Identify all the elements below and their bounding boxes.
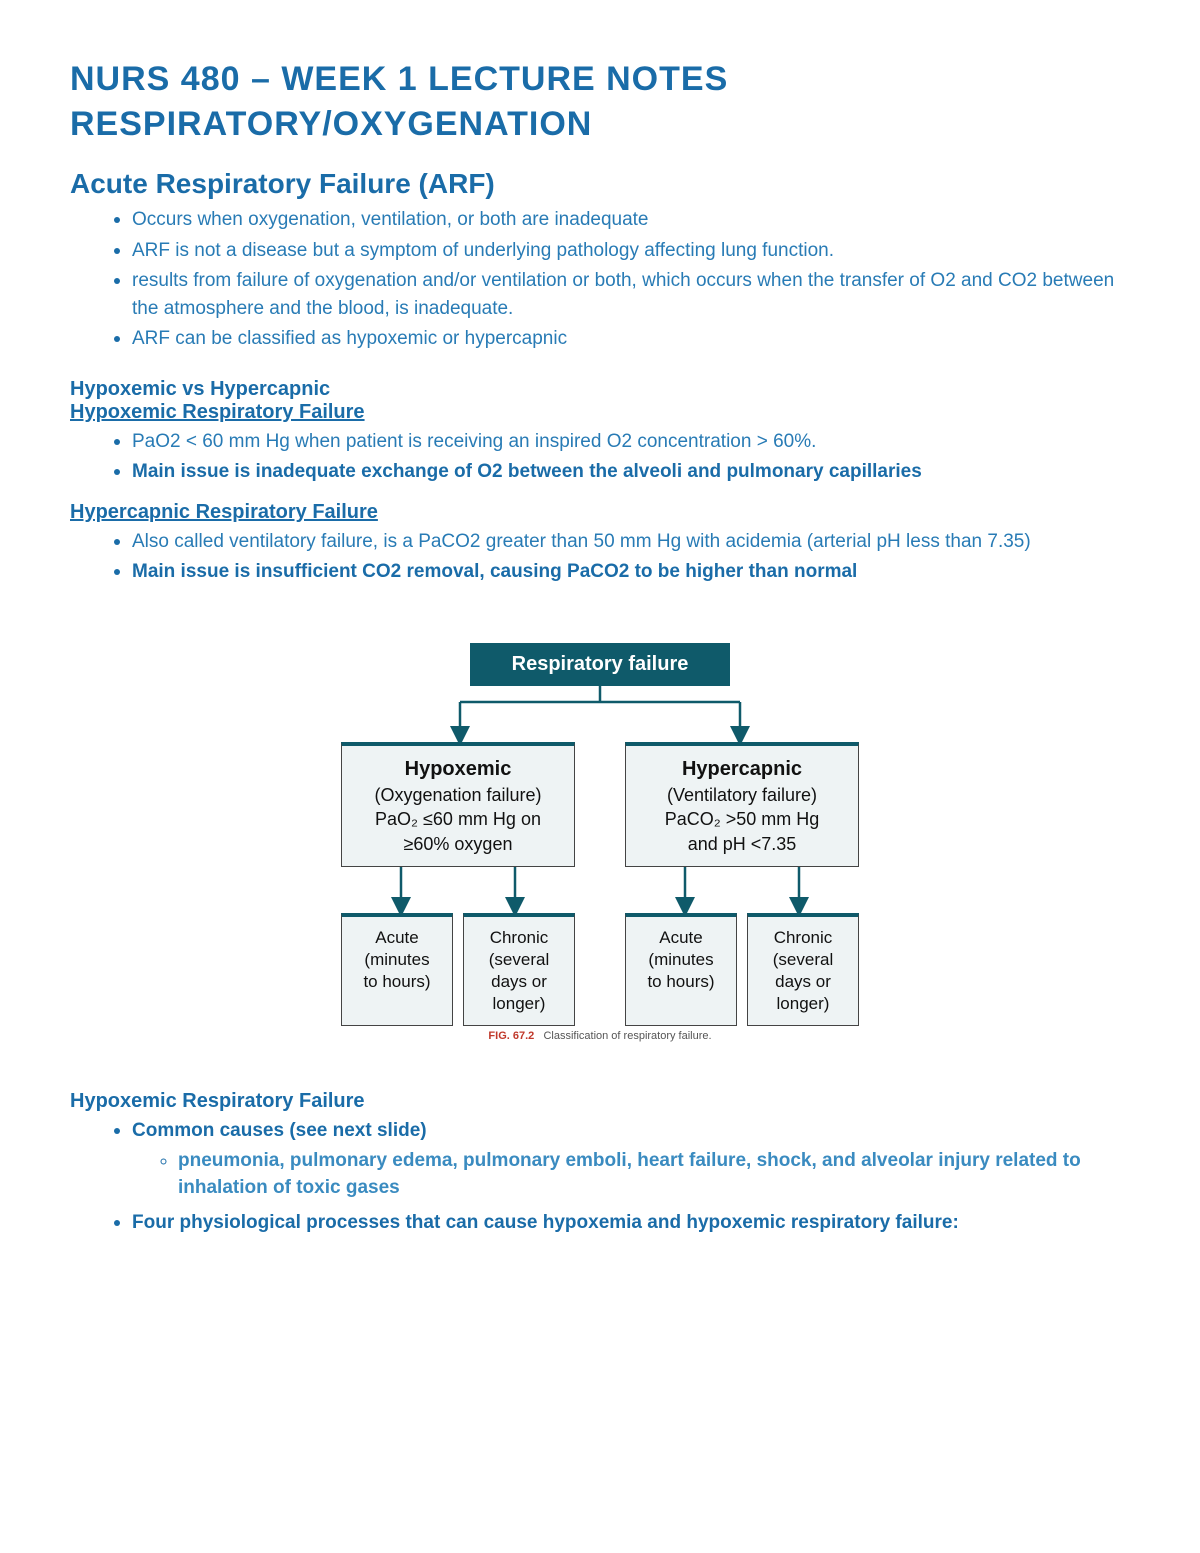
flowchart-col-hypercapnic: Hypercapnic (Ventilatory failure) PaCO₂ … bbox=[625, 742, 859, 1026]
leaf-line: days or bbox=[468, 971, 570, 993]
section-hypox-vs-hyper-heading: Hypoxemic vs Hypercapnic bbox=[70, 378, 1130, 401]
section-hypoxemic-heading: Hypoxemic Respiratory Failure bbox=[70, 1090, 1130, 1113]
figure-number: FIG. 67.2 bbox=[488, 1030, 534, 1042]
flowchart-mid-row: Hypoxemic (Oxygenation failure) PaO₂ ≤60… bbox=[290, 742, 910, 1026]
hypercapnic-subheading: Hypercapnic Respiratory Failure bbox=[70, 501, 1130, 524]
flowchart-root: Respiratory failure bbox=[470, 643, 730, 686]
list-item-text: Common causes (see next slide) bbox=[132, 1120, 427, 1141]
figure-caption-text: Classification of respiratory failure. bbox=[543, 1030, 711, 1042]
page-title-line2: RESPIRATORY/OXYGENATION bbox=[70, 105, 1130, 144]
leaf-line: to hours) bbox=[630, 971, 732, 993]
list-item: ARF can be classified as hypoxemic or hy… bbox=[132, 323, 1130, 354]
arf-list: Occurs when oxygenation, ventilation, or… bbox=[70, 204, 1130, 354]
flowchart-leaf-acute: Acute (minutes to hours) bbox=[341, 913, 453, 1026]
box-line: (Ventilatory failure) bbox=[632, 783, 852, 807]
leaf-line: (several bbox=[468, 949, 570, 971]
connector-mid-to-leaf bbox=[625, 867, 859, 913]
figure-caption: FIG. 67.2 Classification of respiratory … bbox=[290, 1030, 910, 1042]
box-title: Hypercapnic bbox=[632, 756, 852, 783]
respiratory-failure-flowchart: Respiratory failure Hypoxemic (Oxygenati… bbox=[290, 643, 910, 1042]
list-item: Main issue is insufficient CO2 removal, … bbox=[132, 556, 1130, 587]
box-line: PaO₂ ≤60 mm Hg on bbox=[348, 807, 568, 831]
leaf-line: Chronic bbox=[468, 927, 570, 949]
leaf-line: Acute bbox=[630, 927, 732, 949]
flowchart-box-hypercapnic: Hypercapnic (Ventilatory failure) PaCO₂ … bbox=[625, 742, 859, 867]
box-title: Hypoxemic bbox=[348, 756, 568, 783]
leaf-line: to hours) bbox=[346, 971, 448, 993]
flowchart-leaf-chronic: Chronic (several days or longer) bbox=[463, 913, 575, 1026]
hypercapnic-list: Also called ventilatory failure, is a Pa… bbox=[70, 526, 1130, 587]
hypoxemic-detail-list: Common causes (see next slide) pneumonia… bbox=[70, 1115, 1130, 1237]
box-line: ≥60% oxygen bbox=[348, 832, 568, 856]
connector-mid-to-leaf bbox=[341, 867, 575, 913]
connector-root-to-mid bbox=[340, 686, 860, 742]
list-item: Main issue is inadequate exchange of O2 … bbox=[132, 456, 1130, 487]
flowchart-leaf-acute: Acute (minutes to hours) bbox=[625, 913, 737, 1026]
flowchart-leaf-row: Acute (minutes to hours) Chronic (severa… bbox=[341, 913, 575, 1026]
box-line: (Oxygenation failure) bbox=[348, 783, 568, 807]
leaf-line: Chronic bbox=[752, 927, 854, 949]
list-item: Also called ventilatory failure, is a Pa… bbox=[132, 526, 1130, 557]
box-line: and pH <7.35 bbox=[632, 832, 852, 856]
leaf-line: longer) bbox=[752, 993, 854, 1015]
list-item: PaO2 < 60 mm Hg when patient is receivin… bbox=[132, 426, 1130, 457]
list-item: results from failure of oxygenation and/… bbox=[132, 265, 1130, 323]
page-title-line1: NURS 480 – WEEK 1 LECTURE NOTES bbox=[70, 60, 1130, 99]
leaf-line: days or bbox=[752, 971, 854, 993]
leaf-line: (minutes bbox=[630, 949, 732, 971]
sub-list-item: pneumonia, pulmonary edema, pulmonary em… bbox=[178, 1147, 1130, 1202]
list-item: Common causes (see next slide) pneumonia… bbox=[132, 1115, 1130, 1207]
leaf-line: Acute bbox=[346, 927, 448, 949]
hypoxemic-subheading: Hypoxemic Respiratory Failure bbox=[70, 401, 1130, 424]
flowchart-leaf-row: Acute (minutes to hours) Chronic (severa… bbox=[625, 913, 859, 1026]
document-page: NURS 480 – WEEK 1 LECTURE NOTES RESPIRAT… bbox=[0, 0, 1200, 1553]
flowchart-leaf-chronic: Chronic (several days or longer) bbox=[747, 913, 859, 1026]
leaf-line: (several bbox=[752, 949, 854, 971]
list-item: Four physiological processes that can ca… bbox=[132, 1207, 1130, 1238]
leaf-line: (minutes bbox=[346, 949, 448, 971]
list-item: ARF is not a disease but a symptom of un… bbox=[132, 235, 1130, 266]
sub-list: pneumonia, pulmonary edema, pulmonary em… bbox=[132, 1147, 1130, 1202]
box-line: PaCO₂ >50 mm Hg bbox=[632, 807, 852, 831]
section-arf-heading: Acute Respiratory Failure (ARF) bbox=[70, 168, 1130, 200]
flowchart-col-hypoxemic: Hypoxemic (Oxygenation failure) PaO₂ ≤60… bbox=[341, 742, 575, 1026]
leaf-line: longer) bbox=[468, 993, 570, 1015]
hypoxemic-list: PaO2 < 60 mm Hg when patient is receivin… bbox=[70, 426, 1130, 487]
flowchart-box-hypoxemic: Hypoxemic (Oxygenation failure) PaO₂ ≤60… bbox=[341, 742, 575, 867]
list-item: Occurs when oxygenation, ventilation, or… bbox=[132, 204, 1130, 235]
